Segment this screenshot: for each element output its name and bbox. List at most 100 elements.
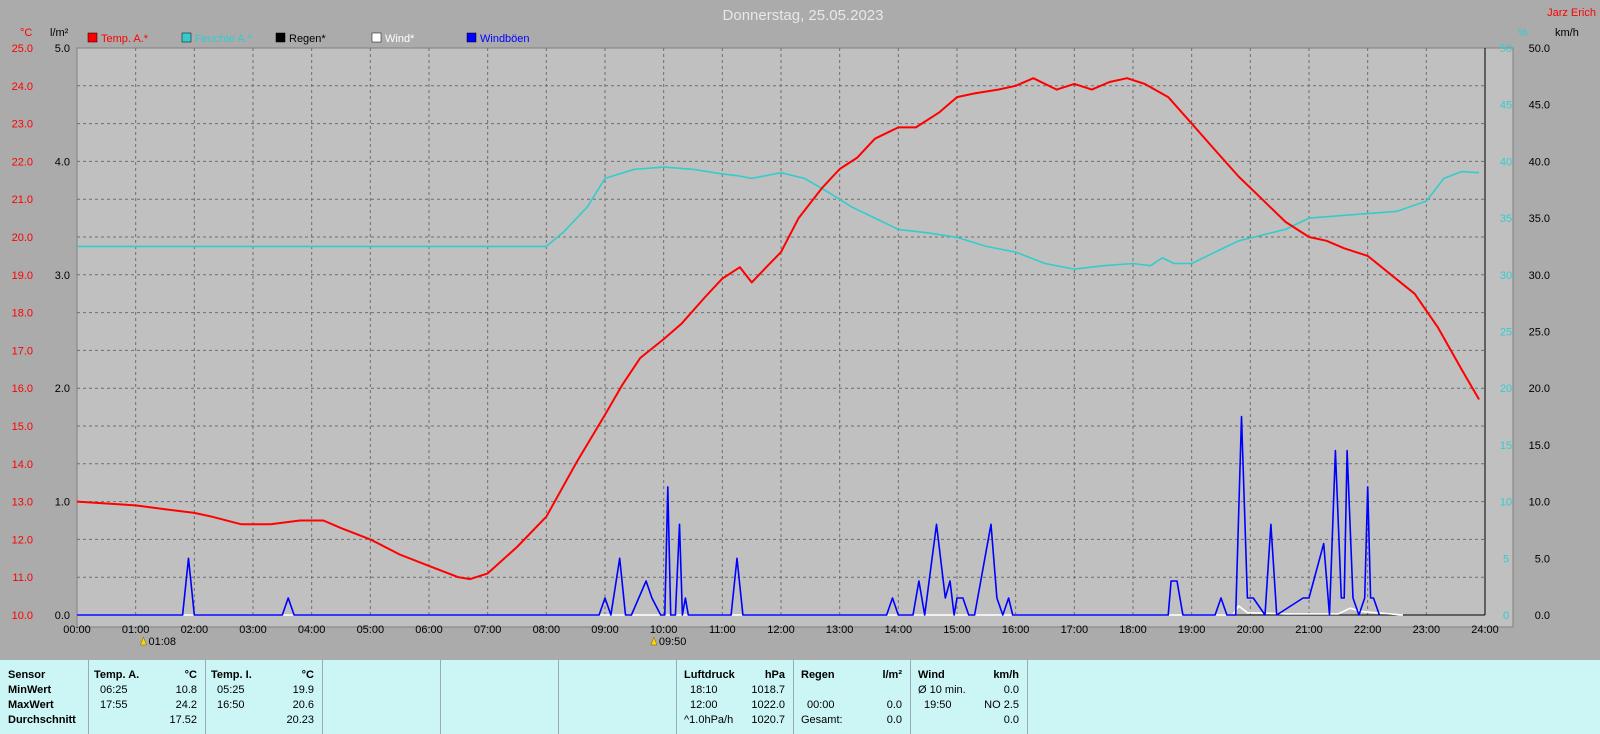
temp-tick-label: 18.0 [12,308,33,320]
plot-area [76,47,1514,628]
wind-tick-label: 50.0 [1529,43,1550,55]
temp-tick-label: 17.0 [12,345,33,357]
x-tick-label: 15:00 [943,624,971,636]
x-tick-label: 04:00 [298,624,326,636]
stats-col-pressure: Luftdruck hPa 18:10 1018.7 12:00 1022.0 … [676,660,794,734]
temp-i-max-time: 16:50 [217,699,245,711]
hum-tick-label: 15 [1500,440,1512,452]
wind-tick-label: 45.0 [1529,100,1550,112]
pressure-header: Luftdruck [684,669,735,681]
wind-tick-label: 35.0 [1529,213,1550,225]
rain-header: Regen [801,669,835,681]
x-tick-label: 17:00 [1061,624,1089,636]
temp-i-max: 20.6 [292,699,314,711]
legend-swatch [371,32,382,43]
legend-swatch [181,32,192,43]
x-tick-label: 09:00 [591,624,619,636]
stats-col-rain: Regen l/m² 00:00 0.0 Gesamt: 0.0 [793,660,911,734]
wind-max: NO 2.5 [984,699,1019,711]
x-tick-label: 07:00 [474,624,502,636]
legend-swatch [275,32,286,43]
temp-tick-label: 11.0 [12,572,33,584]
stats-col-empty-2 [440,660,559,734]
stats-col-temp-a: Temp. A. °C 06:25 10.8 17:55 24.2 17.52 [88,660,206,734]
x-tick-label: 08:00 [533,624,561,636]
weather-chart: Donnerstag, 25.05.2023 Jarz Erich °C l/m… [12,7,1596,648]
rain-tick-label: 1.0 [55,497,70,509]
temp-tick-label: 19.0 [12,270,33,282]
x-tick-label: 16:00 [1002,624,1030,636]
temp-i-avg: 20.23 [286,714,314,726]
marker-time-label: 01:08 [148,636,176,648]
wind-tick-label: 10.0 [1529,497,1550,509]
x-tick-label: 14:00 [885,624,913,636]
pressure-max-time: 12:00 [690,699,718,711]
pressure-unit: hPa [764,669,785,681]
rain-tick-label: 0.0 [55,610,70,622]
stats-row-max: MaxWert [8,699,54,711]
x-tick-label: 01:00 [122,624,150,636]
pressure-min: 1018.7 [751,684,785,696]
temp-a-min: 10.8 [175,684,197,696]
x-tick-label: 23:00 [1413,624,1441,636]
wind-total: 0.0 [1003,714,1019,726]
legend-label: Temp. A.* [101,33,149,45]
temp-tick-label: 20.0 [12,232,33,244]
temp-tick-label: 22.0 [12,156,33,168]
sun-marker-icon [650,636,658,646]
stats-row-min: MinWert [8,684,52,696]
pressure-trend: ^1.0hPa/h [684,714,734,726]
temp-tick-label: 21.0 [12,194,33,206]
x-tick-label: 05:00 [357,624,385,636]
temp-tick-label: 15.0 [12,421,33,433]
rain-unit: l/m² [882,669,902,681]
wind-max-time: 19:50 [924,699,952,711]
x-tick-label: 06:00 [415,624,443,636]
temp-a-max-time: 17:55 [100,699,128,711]
temp-a-unit: °C [184,669,197,681]
temp-tick-label: 25.0 [12,43,33,55]
series-line-humidity [77,166,1480,270]
x-tick-label: 10:00 [650,624,678,636]
x-tick-label: 11:00 [709,624,736,636]
temp-tick-label: 10.0 [12,610,33,622]
stats-col-empty-1 [322,660,441,734]
x-tick-label: 13:00 [826,624,854,636]
temp-i-min-time: 05:25 [217,684,245,696]
legend: Temp. A.* Feuchte A.* Regen* Wind* Windböen [87,32,530,45]
rain-time: 00:00 [807,699,835,711]
temp-tick-label: 13.0 [12,497,33,509]
rain-unit-label: l/m² [50,27,69,39]
x-tick-label: 22:00 [1354,624,1382,636]
pressure-min-time: 18:10 [690,684,718,696]
legend-swatch [466,32,477,43]
pressure-avg: 1020.7 [751,714,785,726]
temp-tick-label: 24.0 [12,81,33,93]
temp-i-min: 19.9 [292,684,314,696]
stats-row-avg: Durchschnitt [8,714,76,726]
x-tick-label: 18:00 [1119,624,1147,636]
temp-tick-label: 16.0 [12,383,33,395]
rain-tick-label: 3.0 [55,270,70,282]
x-tick-label: 19:00 [1178,624,1206,636]
x-tick-label: 00:00 [63,624,91,636]
hum-tick-label: 5 [1503,553,1509,565]
legend-label: Windböen [480,33,530,45]
legend-swatch [87,32,98,43]
hum-tick-label: 50 [1500,43,1512,55]
wind-tick-label: 30.0 [1529,270,1550,282]
temp-i-header: Temp. I. [211,669,252,681]
statistics-panel: Sensor MinWert MaxWert Durchschnitt Temp… [0,660,1600,734]
hum-tick-label: 10 [1500,497,1512,509]
x-tick-label: 12:00 [767,624,795,636]
wind-unit: km/h [993,669,1019,681]
temp-i-unit: °C [301,669,314,681]
stats-sensor-header: Sensor [8,669,46,681]
x-tick-label: 02:00 [181,624,209,636]
author-label: Jarz Erich [1547,7,1596,19]
wind-tick-label: 15.0 [1529,440,1550,452]
x-tick-label: 24:00 [1471,624,1499,636]
x-tick-label: 21:00 [1295,624,1323,636]
rain-tick-label: 5.0 [55,43,70,55]
series-line-temp [76,77,1480,581]
